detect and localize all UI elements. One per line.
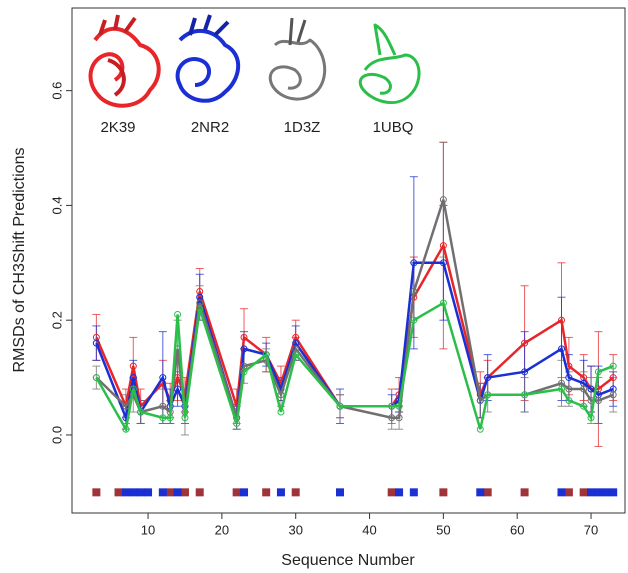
legend-label: 1D3Z [284,119,321,136]
position-marker [137,488,145,496]
x-tick-label: 60 [510,522,524,537]
x-axis-title: Sequence Number [281,552,415,569]
position-marker [240,488,248,496]
position-marker [122,488,130,496]
position-marker [92,488,100,496]
position-marker [484,488,492,496]
series-line [96,263,613,418]
position-marker [115,488,123,496]
series-line [96,200,613,418]
position-marker [196,488,204,496]
position-marker [439,488,447,496]
position-marker [388,488,396,496]
y-tick-label: 0.0 [49,426,64,444]
x-tick-label: 20 [215,522,229,537]
position-marker [181,488,189,496]
position-marker [129,488,137,496]
x-tick-label: 30 [288,522,302,537]
x-tick-label: 70 [584,522,598,537]
position-marker [594,488,602,496]
position-marker [166,488,174,496]
position-marker [159,488,167,496]
position-marker [336,488,344,496]
position-marker [602,488,610,496]
protein-images [91,15,420,106]
chart: 2K39 2NR2 1D3Z 1UBQ Sequence Number RMSD… [0,0,628,573]
legend-label: 2NR2 [191,119,229,136]
position-marker [410,488,418,496]
position-marker [292,488,300,496]
x-tick-label: 50 [436,522,450,537]
y-tick-label: 0.6 [49,82,64,100]
y-tick-label: 0.2 [49,311,64,329]
position-marker [476,488,484,496]
position-marker [521,488,529,496]
position-marker [587,488,595,496]
x-tick-label: 40 [362,522,376,537]
position-marker [262,488,270,496]
position-marker [609,488,617,496]
position-marker [277,488,285,496]
legend-label: 1UBQ [373,119,414,136]
position-marker [395,488,403,496]
position-marker [565,488,573,496]
y-tick-label: 0.4 [49,196,64,214]
position-marker [580,488,588,496]
position-marker [558,488,566,496]
position-marker [144,488,152,496]
position-marker [174,488,182,496]
x-tick-label: 10 [141,522,155,537]
y-axis-title: RMSDs of CH3Shift Predictions [11,148,28,373]
legend-label: 2K39 [100,119,135,136]
position-marker [233,488,241,496]
